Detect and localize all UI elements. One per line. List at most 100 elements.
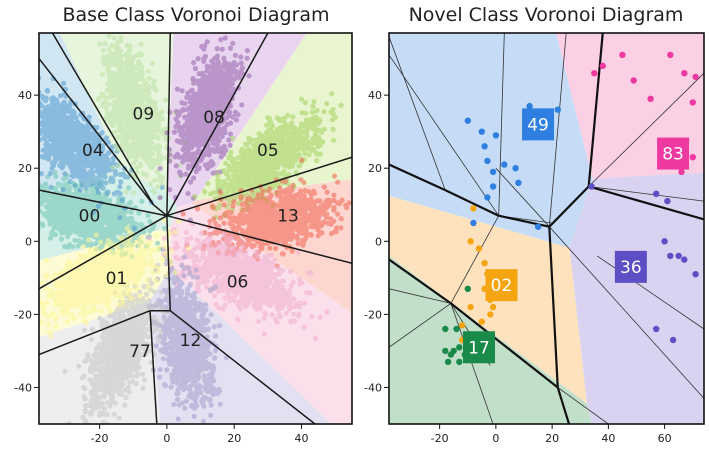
point-09 xyxy=(149,140,155,146)
point-08 xyxy=(192,65,198,72)
point-08 xyxy=(202,43,208,49)
point-13 xyxy=(230,203,236,209)
point-08 xyxy=(202,53,208,59)
point-08 xyxy=(221,64,227,70)
point-00 xyxy=(116,230,122,236)
point-04 xyxy=(60,187,66,193)
point-04 xyxy=(67,102,73,108)
point-00 xyxy=(1,220,6,225)
point-09 xyxy=(120,61,126,68)
point-00 xyxy=(128,209,134,215)
point-05 xyxy=(264,122,270,128)
point-08 xyxy=(204,63,210,69)
point-04 xyxy=(43,147,49,153)
point-04 xyxy=(67,130,73,136)
point-00 xyxy=(61,217,67,224)
point-04 xyxy=(31,109,36,114)
point-09 xyxy=(101,93,107,99)
point-09 xyxy=(138,41,144,48)
point-09 xyxy=(110,122,116,129)
point-04 xyxy=(61,80,67,86)
point-09 xyxy=(106,33,112,39)
point-04 xyxy=(14,84,19,89)
point-08 xyxy=(177,171,183,177)
point-09 xyxy=(139,132,145,138)
point-08 xyxy=(218,37,224,43)
point-05 xyxy=(324,101,330,107)
point-05 xyxy=(303,110,309,116)
point-00 xyxy=(103,219,109,225)
point-04 xyxy=(94,125,100,131)
point-04 xyxy=(44,87,50,93)
point-00 xyxy=(56,226,62,232)
point-08 xyxy=(221,55,227,61)
point-09 xyxy=(115,163,121,169)
point-04 xyxy=(77,142,83,148)
point-09 xyxy=(123,189,129,195)
point-09 xyxy=(134,52,140,58)
point-05 xyxy=(313,126,319,132)
point-00 xyxy=(32,225,37,230)
point-04 xyxy=(34,121,39,126)
point-05 xyxy=(310,109,316,115)
cluster-04 xyxy=(11,57,165,231)
point-05 xyxy=(289,163,295,169)
point-04 xyxy=(52,157,58,163)
point-00 xyxy=(114,206,120,212)
point-04 xyxy=(49,116,55,122)
point-04 xyxy=(65,137,71,143)
point-04 xyxy=(30,121,35,126)
point-09 xyxy=(138,163,144,169)
point-04 xyxy=(27,57,32,62)
point-04 xyxy=(64,147,70,153)
point-05 xyxy=(311,98,317,105)
point-00 xyxy=(49,229,55,235)
point-00 xyxy=(65,225,71,231)
point-04 xyxy=(85,143,91,149)
point-04 xyxy=(49,96,55,102)
point-00 xyxy=(20,225,25,230)
point-00 xyxy=(29,187,34,192)
point-04 xyxy=(11,83,16,88)
point-08 xyxy=(157,195,163,201)
point-08 xyxy=(230,40,236,46)
point-09 xyxy=(116,113,122,119)
point-04 xyxy=(32,118,37,123)
point-09 xyxy=(127,56,133,63)
point-04 xyxy=(45,156,52,162)
point-08 xyxy=(195,56,201,62)
point-09 xyxy=(134,165,140,171)
point-09 xyxy=(143,172,149,178)
point-04 xyxy=(96,178,102,184)
point-00 xyxy=(98,233,104,239)
point-04 xyxy=(84,180,90,186)
point-09 xyxy=(124,42,130,49)
point-08 xyxy=(210,75,216,81)
point-05 xyxy=(208,191,214,197)
point-08 xyxy=(200,73,206,79)
point-04 xyxy=(53,116,59,122)
point-09 xyxy=(153,87,159,93)
point-09 xyxy=(110,165,116,171)
point-09 xyxy=(130,190,137,196)
point-04 xyxy=(57,93,64,99)
point-00 xyxy=(47,217,53,223)
point-08 xyxy=(208,70,214,76)
point-00 xyxy=(24,221,29,226)
point-05 xyxy=(328,109,334,115)
point-08 xyxy=(183,140,189,147)
point-04 xyxy=(90,160,96,166)
point-08 xyxy=(227,77,233,83)
point-00 xyxy=(28,189,33,194)
point-04 xyxy=(39,154,45,160)
point-08 xyxy=(174,86,181,92)
point-00 xyxy=(103,228,109,234)
point-04 xyxy=(112,171,119,177)
point-05 xyxy=(291,152,297,158)
point-04 xyxy=(47,147,53,154)
point-00 xyxy=(129,221,135,227)
point-04 xyxy=(73,126,79,132)
point-00 xyxy=(51,216,57,222)
point-08 xyxy=(214,56,220,63)
